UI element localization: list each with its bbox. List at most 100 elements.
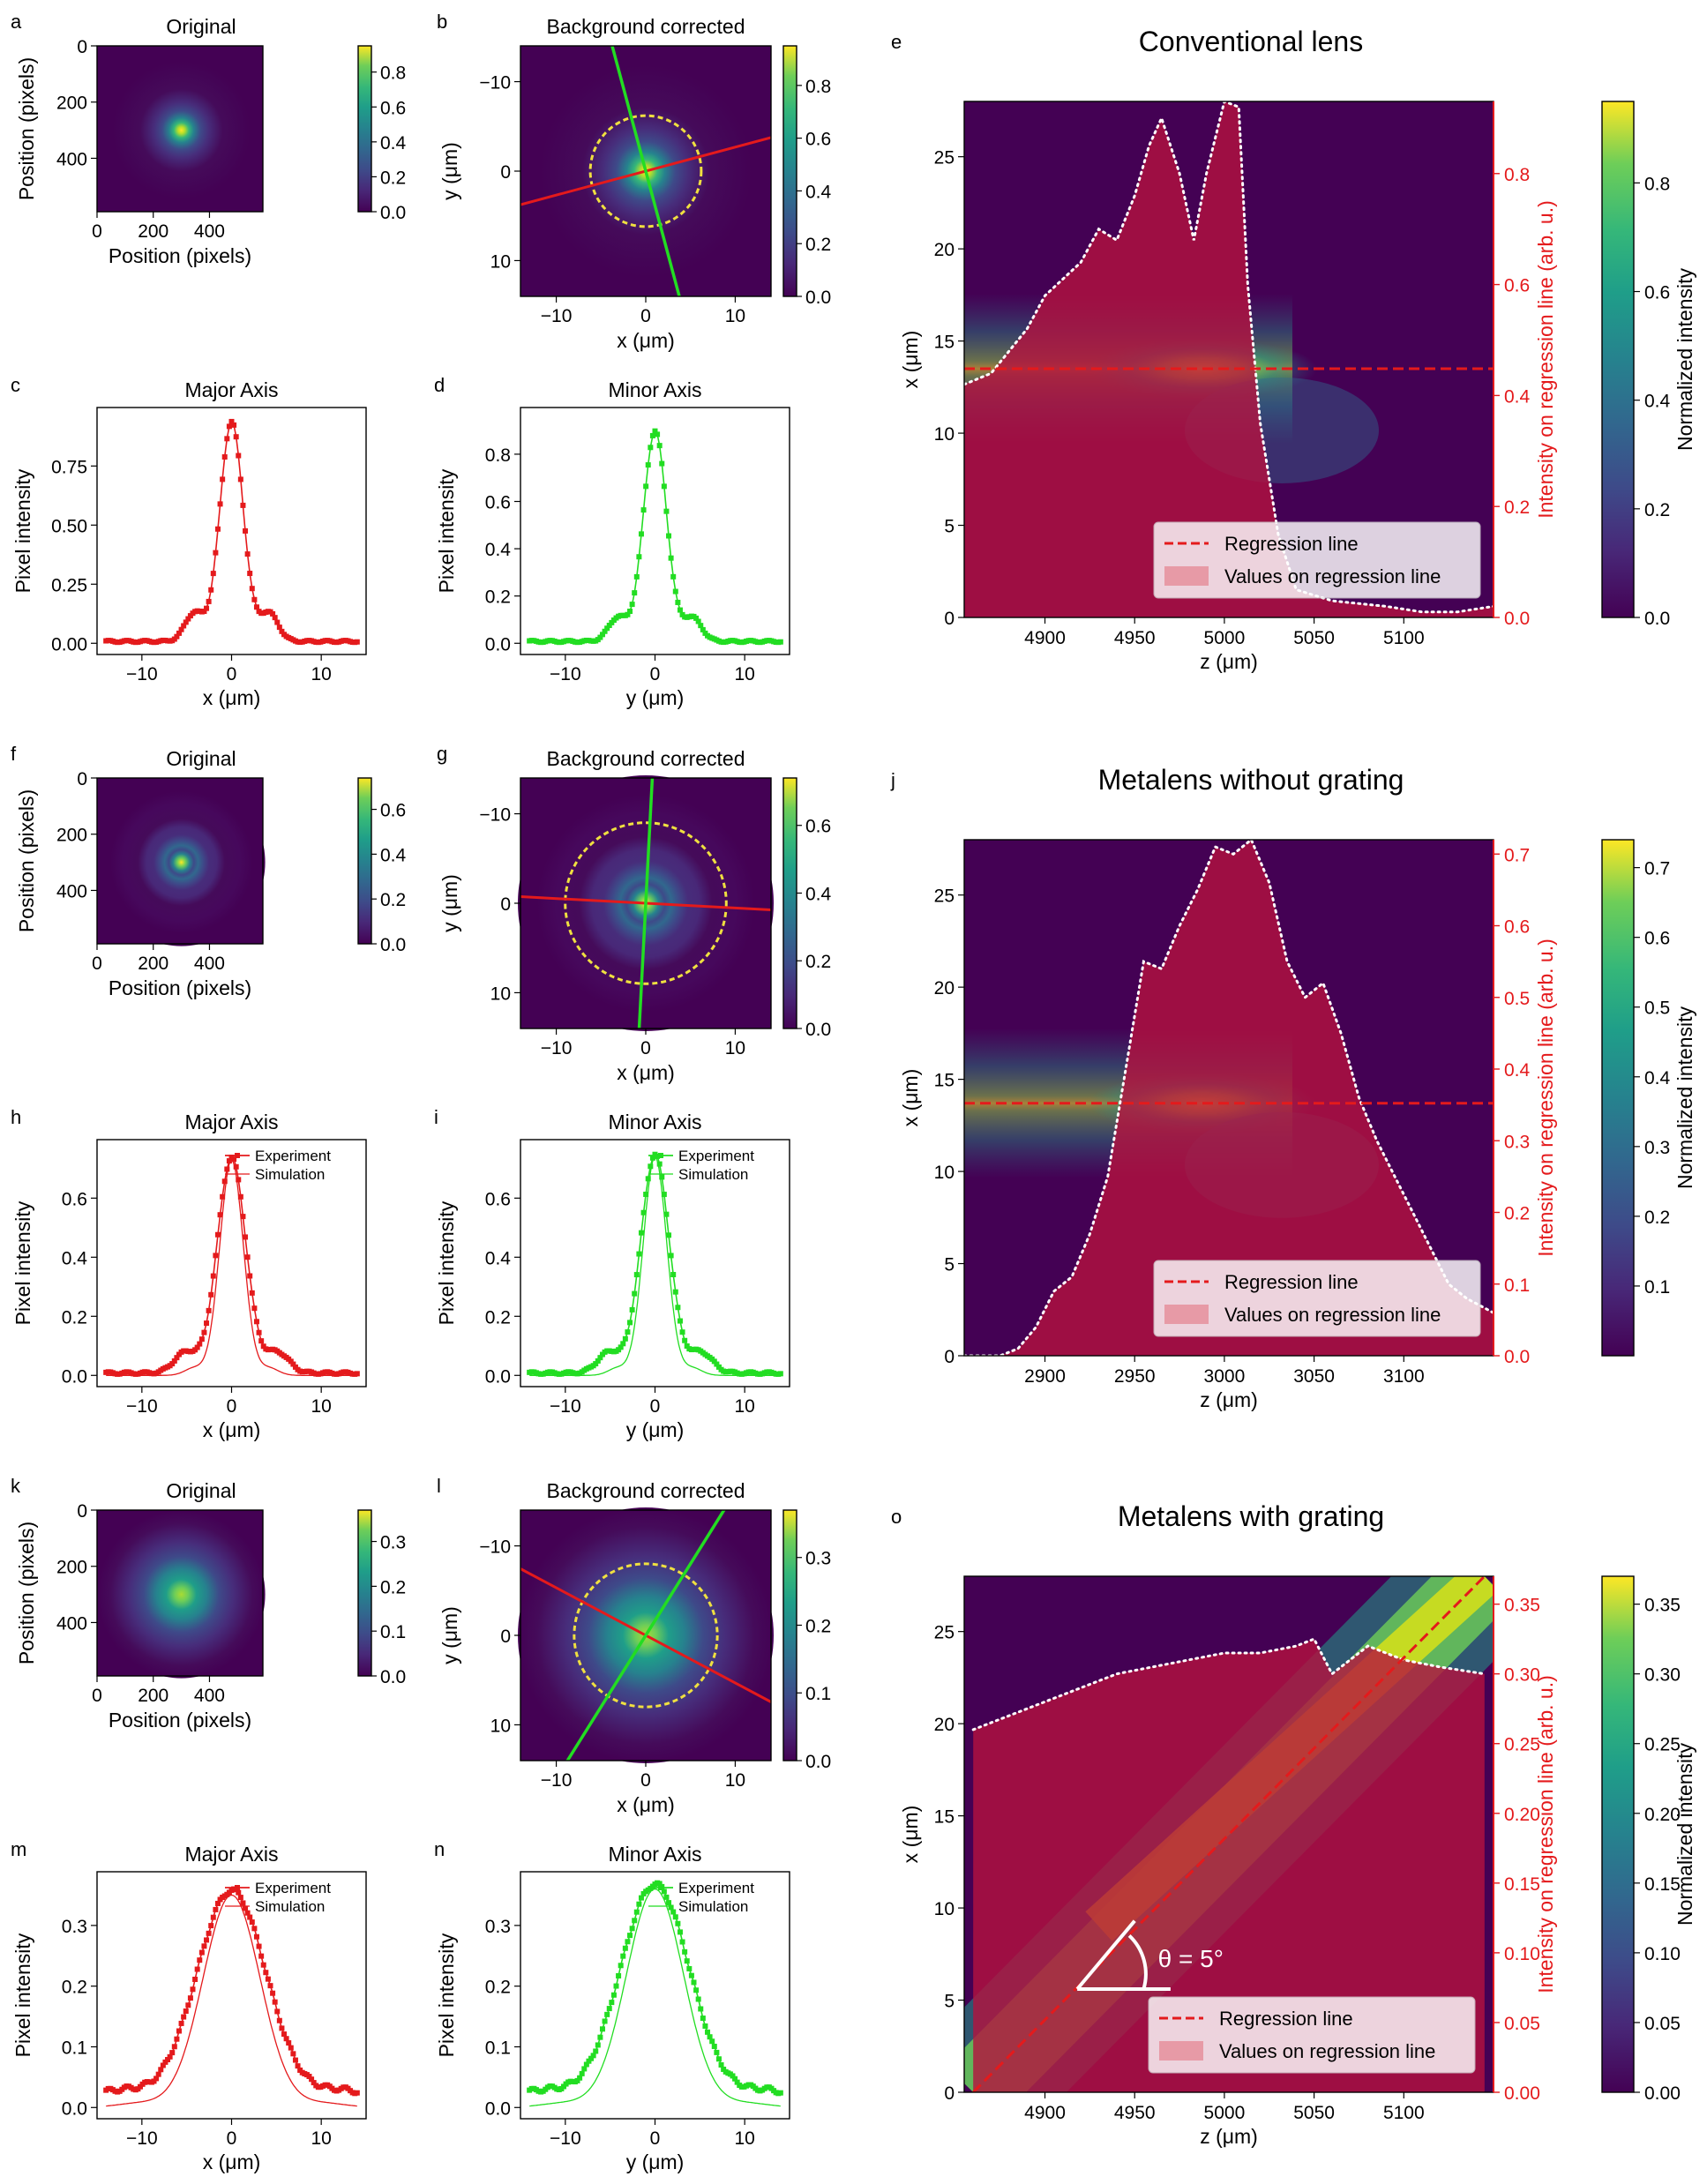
y-tick-label: 0.1	[62, 2038, 87, 2058]
x-tick-label: −10	[541, 1038, 573, 1058]
x-tick-label: 400	[194, 1686, 225, 1706]
experiment-point	[174, 2036, 180, 2042]
experiment-point	[210, 1914, 216, 1920]
experiment-point	[668, 555, 674, 561]
minor-axis-line	[565, 1510, 726, 1761]
x-tick-label: 2900	[1024, 1366, 1066, 1387]
x-tick-label: 5000	[1204, 628, 1246, 648]
colorbar-tick-label: 0.6	[1644, 929, 1670, 949]
experiment-point	[649, 1155, 655, 1161]
y-tick-label: 0	[500, 1627, 511, 1647]
experiment-point	[640, 1209, 647, 1215]
experiment-point	[178, 2020, 184, 2026]
experiment-point	[228, 418, 235, 424]
experiment-point	[675, 599, 681, 605]
y-tick-label: 5	[944, 517, 955, 537]
y-axis-label: Position (pixels)	[15, 789, 38, 932]
panel-title: Metalens without grating	[1098, 764, 1404, 796]
experiment-point	[185, 2002, 191, 2008]
experiment-point	[290, 2051, 296, 2057]
legend-experiment-marker	[658, 1885, 663, 1890]
colorbar-frame	[357, 1509, 372, 1677]
experiment-point	[181, 2014, 187, 2020]
colorbar	[783, 46, 797, 296]
panel-letter: k	[11, 1475, 21, 1497]
regression-values-line	[971, 1637, 1486, 1731]
experiment-point	[648, 1163, 654, 1170]
experiment-point	[604, 625, 610, 632]
experiment-point	[249, 1290, 255, 1296]
x-tick-label: 3000	[1204, 1366, 1246, 1387]
experiment-line	[529, 1153, 781, 1375]
x-tick-label: 4950	[1114, 628, 1156, 648]
colorbar-tick-label: 0.0	[805, 1752, 831, 1772]
panel-letter: m	[11, 1838, 26, 1860]
colorbar-label: Normalized intensity	[1673, 1006, 1696, 1189]
legend-experiment-label: Experiment	[678, 1148, 754, 1164]
y-tick-label: 0.0	[62, 1366, 87, 1387]
y2-tick-label: 0.6	[1504, 917, 1530, 938]
experiment-point	[684, 1343, 690, 1349]
panel-c: c Major Axis −10 0 10 0.00 0.25 0.50 0.75 x (μm) P…	[11, 374, 367, 709]
experiment-point	[187, 1995, 193, 2001]
y-tick-label: 0.4	[62, 1248, 88, 1268]
x-tick-label: 10	[725, 1770, 745, 1791]
panel-i: i Minor Axis −10 0 10 0.0 0.2 0.4 0.6 y (μm) Pixel…	[434, 1106, 790, 1441]
y-axis-label: y (μm)	[438, 142, 461, 200]
y-tick-label: 15	[934, 1071, 955, 1091]
y-tick-label: 0	[944, 2083, 955, 2104]
colorbar-tick-label: 0.8	[805, 77, 831, 97]
experiment-point	[206, 1307, 212, 1313]
experiment-point	[237, 1895, 243, 1901]
experiment-point	[198, 1949, 205, 1956]
y-tick-label: 20	[934, 240, 955, 260]
experiment-point	[272, 1999, 278, 2005]
experiment-point	[625, 1329, 631, 1335]
experiment-point	[169, 1361, 176, 1367]
y-tick-label: 0.4	[485, 540, 512, 560]
y-tick-label: 25	[934, 886, 955, 907]
y-tick-label: 400	[56, 1613, 87, 1634]
legend-values-swatch	[1159, 2041, 1203, 2061]
experiment-point	[221, 1178, 228, 1185]
experiment-line	[529, 430, 781, 644]
minor-axis-line	[637, 778, 655, 1028]
y-tick-label: −10	[479, 73, 511, 93]
panel-b: b Background corrected −10 −10 0 0 10 10 x (μm) y…	[437, 11, 832, 352]
regression-values-fill	[964, 840, 1494, 1356]
experiment-point	[251, 1926, 258, 1932]
experiment-point	[695, 1996, 701, 2002]
experiment-point	[718, 2061, 724, 2068]
colorbar-tick-label: 0.2	[805, 952, 831, 972]
experiment-point	[249, 1919, 255, 1926]
experiment-point	[581, 2066, 588, 2072]
legend-experiment-marker	[235, 1153, 240, 1158]
experiment-point	[629, 1926, 635, 1932]
x-tick-label: 10	[734, 1396, 754, 1417]
experiment-point	[244, 1254, 251, 1260]
experiment-point	[702, 2023, 708, 2029]
x-tick-label: 0	[650, 2128, 661, 2149]
x-tick-label: 200	[138, 954, 168, 974]
colorbar-tick-label: 0.6	[805, 817, 831, 837]
experiment-point	[279, 2025, 285, 2031]
y-tick-label: 10	[490, 984, 511, 1004]
experiment-point	[593, 1361, 599, 1367]
colorbar-tick-label: 0.2	[1644, 500, 1670, 520]
experiment-point	[632, 590, 638, 596]
colorbar-tick-label: 0.3	[380, 1533, 406, 1553]
legend-experiment-marker	[658, 1153, 663, 1158]
experiment-point	[213, 550, 219, 556]
colorbar-tick-label: 0.0	[1644, 609, 1670, 629]
y-tick-label: 25	[934, 1623, 955, 1643]
experiment-point	[226, 1158, 232, 1164]
experiment-point	[645, 462, 651, 468]
colorbar-tick-label: 0.25	[1644, 1735, 1681, 1755]
y-tick-label: 10	[490, 1716, 511, 1736]
simulation-line	[106, 1158, 357, 1376]
y2-tick-label: 0.4	[1504, 1060, 1531, 1081]
experiment-point	[176, 630, 182, 636]
x-axis-label: x (μm)	[617, 329, 675, 352]
experiment-point	[226, 423, 232, 430]
y2-tick-label: 0.10	[1504, 1944, 1540, 1964]
